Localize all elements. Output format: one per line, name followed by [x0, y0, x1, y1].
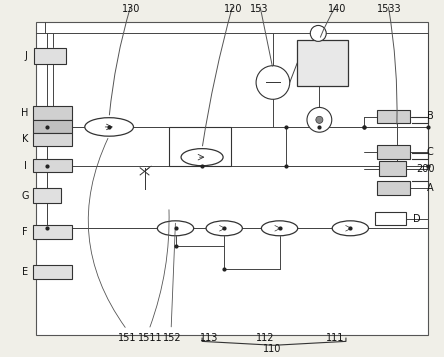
Ellipse shape [157, 221, 194, 236]
Ellipse shape [307, 107, 332, 132]
Ellipse shape [85, 118, 134, 136]
Ellipse shape [181, 149, 223, 166]
Bar [34, 48, 66, 64]
Text: E: E [22, 267, 28, 277]
Bar [32, 188, 61, 203]
Bar [169, 127, 231, 166]
Ellipse shape [332, 221, 369, 236]
Text: H: H [21, 108, 29, 118]
Text: 140: 140 [328, 4, 346, 14]
Text: A: A [427, 183, 433, 193]
Ellipse shape [206, 221, 242, 236]
Ellipse shape [316, 116, 323, 124]
Text: 151: 151 [118, 333, 136, 343]
Bar [379, 161, 406, 176]
Bar [377, 110, 410, 124]
Bar [36, 22, 428, 335]
Bar [32, 225, 72, 239]
Bar [375, 212, 406, 225]
Text: 1533: 1533 [377, 4, 402, 14]
Ellipse shape [262, 221, 297, 236]
Text: I: I [24, 161, 27, 171]
Text: 152: 152 [163, 333, 182, 343]
Bar [377, 181, 410, 195]
Bar [32, 133, 72, 146]
Text: J: J [25, 51, 28, 61]
Bar [297, 40, 348, 86]
Ellipse shape [256, 66, 290, 99]
Bar [32, 265, 72, 279]
Text: 200: 200 [416, 164, 435, 174]
Bar [32, 106, 72, 120]
Bar [32, 159, 72, 172]
Text: 153: 153 [250, 4, 269, 14]
Text: 111: 111 [326, 333, 344, 343]
Text: 113: 113 [200, 333, 219, 343]
Text: 110: 110 [263, 344, 281, 354]
Text: F: F [22, 227, 28, 237]
Text: K: K [22, 134, 28, 144]
Text: 120: 120 [224, 4, 242, 14]
Text: D: D [413, 214, 420, 224]
Bar [377, 145, 410, 159]
Text: B: B [427, 111, 433, 121]
Text: G: G [21, 191, 29, 201]
Text: 112: 112 [256, 333, 275, 343]
Bar [32, 120, 72, 133]
Ellipse shape [310, 25, 326, 41]
Text: 1511: 1511 [138, 333, 163, 343]
Text: 130: 130 [122, 4, 140, 14]
Text: C: C [427, 147, 433, 157]
